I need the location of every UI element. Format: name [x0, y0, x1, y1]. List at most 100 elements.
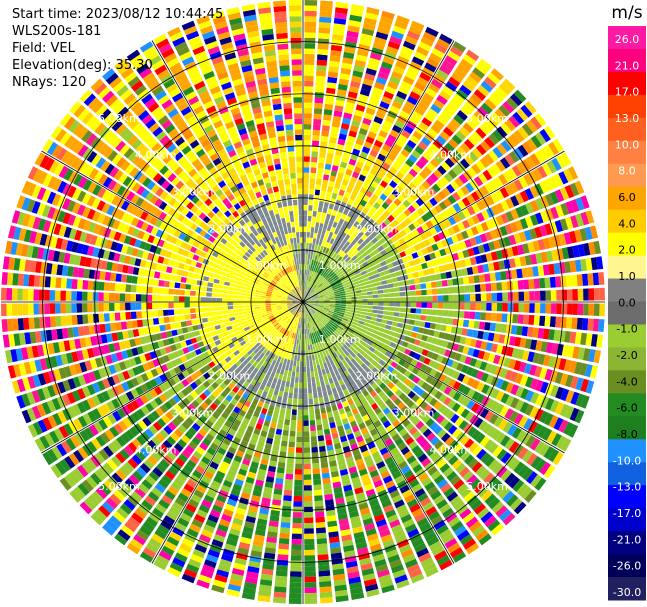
velocity-gate: [270, 455, 278, 462]
velocity-gate: [335, 7, 348, 15]
velocity-gate: [417, 101, 429, 112]
velocity-gate: [533, 278, 540, 289]
velocity-gate: [518, 231, 527, 243]
velocity-gate: [317, 206, 323, 213]
velocity-gate: [211, 584, 225, 594]
velocity-gate: [350, 206, 357, 213]
velocity-gate: [118, 233, 127, 243]
velocity-gate: [71, 279, 78, 289]
velocity-gate: [251, 101, 261, 109]
velocity-gate: [208, 415, 217, 424]
velocity-gate: [344, 191, 351, 199]
velocity-gate: [238, 542, 251, 550]
velocity-gate: [342, 270, 349, 276]
velocity-gate: [214, 339, 222, 346]
velocity-gate: [246, 355, 253, 362]
velocity-gate: [144, 391, 154, 402]
velocity-gate: [290, 326, 294, 333]
velocity-gate: [67, 327, 74, 338]
velocity-gate: [44, 303, 50, 315]
velocity-gate: [239, 288, 245, 293]
velocity-gate: [81, 479, 94, 493]
velocity-gate: [209, 402, 218, 411]
velocity-gate: [210, 330, 218, 337]
velocity-gate: [238, 226, 245, 234]
velocity-gate: [147, 234, 155, 244]
velocity-gate: [338, 249, 344, 256]
velocity-gate: [323, 272, 329, 278]
velocity-gate: [261, 323, 267, 329]
velocity-gate: [356, 299, 363, 302]
velocity-gate: [96, 405, 107, 417]
velocity-gate: [314, 266, 319, 273]
velocity-gate: [304, 0, 318, 6]
velocity-gate: [38, 289, 45, 301]
velocity-gate: [433, 154, 444, 164]
velocity-gate: [244, 75, 255, 83]
velocity-gate: [183, 464, 194, 474]
velocity-gate: [186, 229, 195, 237]
velocity-gate: [229, 67, 241, 76]
velocity-gate: [86, 384, 96, 396]
velocity-gate: [259, 508, 269, 515]
velocity-gate: [368, 198, 376, 206]
velocity-gate: [206, 292, 212, 297]
velocity-gate: [82, 280, 89, 290]
velocity-gate: [279, 65, 290, 72]
velocity-gate: [86, 208, 96, 220]
velocity-gate: [201, 529, 213, 539]
velocity-gate: [190, 373, 198, 381]
velocity-gate: [225, 394, 233, 402]
velocity-gate: [549, 191, 560, 205]
velocity-gate: [159, 165, 169, 175]
velocity-gate: [277, 395, 283, 403]
velocity-gate: [539, 224, 548, 237]
velocity-gate: [127, 151, 138, 162]
velocity-gate: [434, 250, 442, 258]
velocity-gate: [494, 227, 503, 238]
velocity-gate: [543, 237, 551, 250]
velocity-gate: [261, 189, 268, 197]
velocity-gate: [372, 229, 379, 237]
velocity-gate: [173, 229, 182, 238]
velocity-gate: [258, 589, 271, 597]
velocity-gate: [416, 217, 425, 225]
velocity-gate: [234, 367, 242, 374]
velocity-gate: [261, 497, 271, 505]
velocity-gate: [150, 226, 159, 236]
velocity-gate: [92, 247, 100, 258]
velocity-gate: [277, 308, 283, 312]
velocity-gate: [283, 102, 292, 109]
velocity-gate: [177, 194, 187, 203]
velocity-gate: [181, 420, 191, 430]
velocity-gate: [232, 210, 240, 218]
velocity-gate: [164, 323, 171, 331]
velocity-gate: [332, 286, 339, 291]
velocity-gate: [350, 246, 357, 253]
velocity-gate: [368, 275, 375, 280]
velocity-gate: [336, 223, 342, 230]
velocity-gate: [283, 250, 288, 257]
velocity-gate: [92, 346, 100, 357]
velocity-gate: [63, 340, 71, 352]
velocity-gate: [297, 323, 300, 329]
velocity-gate: [236, 244, 243, 251]
velocity-gate: [570, 215, 579, 228]
velocity-gate: [72, 326, 80, 338]
velocity-gate: [580, 195, 590, 209]
velocity-gate: [285, 281, 290, 286]
velocity-gate: [172, 384, 181, 394]
velocity-gate: [484, 98, 497, 111]
velocity-gate: [285, 413, 291, 420]
velocity-gate: [448, 76, 461, 88]
velocity-gate: [192, 325, 199, 331]
velocity-gate: [393, 65, 405, 75]
velocity-gate: [452, 252, 460, 261]
velocity-gate: [98, 292, 104, 301]
velocity-gate: [54, 290, 61, 301]
velocity-gate: [314, 189, 321, 196]
velocity-gate: [256, 474, 266, 482]
velocity-gate: [297, 312, 300, 318]
velocity-gate: [144, 428, 154, 439]
velocity-gate: [161, 99, 173, 110]
